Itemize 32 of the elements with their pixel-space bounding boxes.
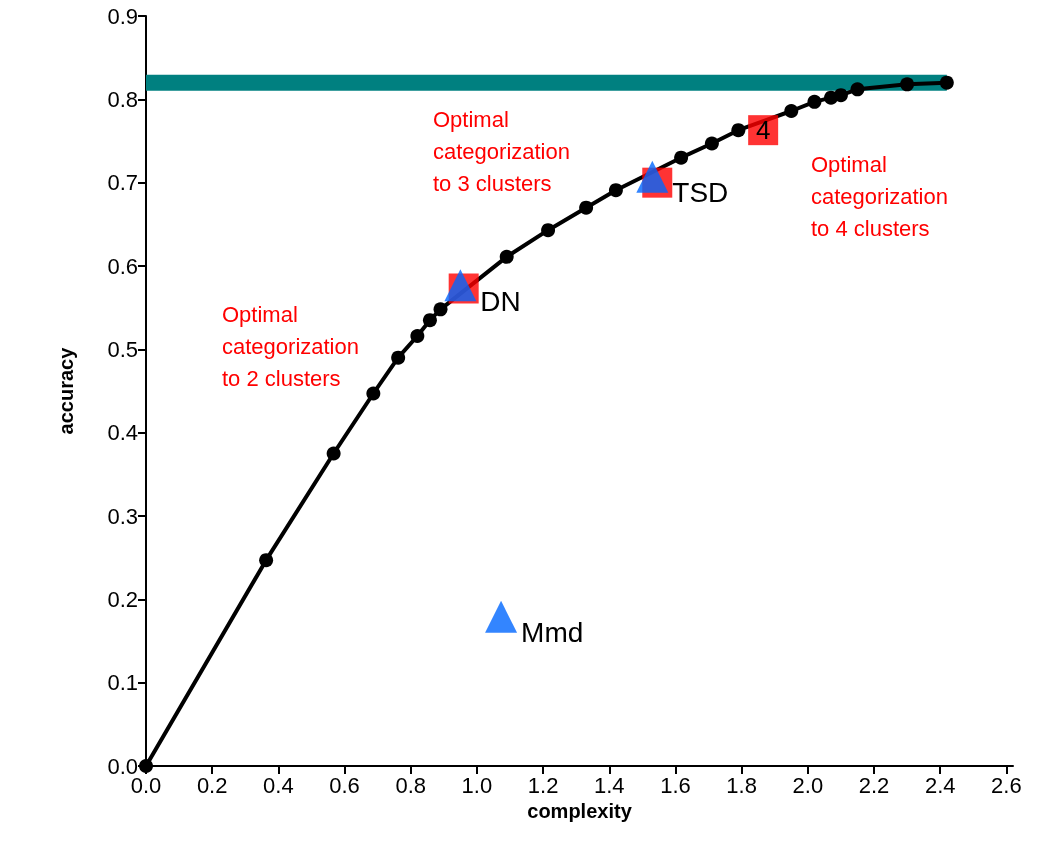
x-tick-label: 1.8 xyxy=(726,772,757,798)
x-tick-label: 1.0 xyxy=(461,772,493,798)
x-tick-label: 0.8 xyxy=(395,772,427,798)
annotation: Optimal categorization to 3 clusters xyxy=(433,106,570,196)
x-tick-label: 0.4 xyxy=(263,772,294,798)
x-axis-title: complexity xyxy=(527,799,633,822)
annotation: Optimal categorization to 4 clusters xyxy=(811,151,948,241)
annotation: 4 xyxy=(755,115,771,146)
y-tick-label: 0.5 xyxy=(107,336,138,362)
y-tick-label: 0.7 xyxy=(107,170,138,196)
x-tick-label: 2.6 xyxy=(991,772,1022,798)
x-tick-label: 2.2 xyxy=(858,772,890,798)
y-tick-label: 0.0 xyxy=(107,753,138,779)
y-tick-label: 0.4 xyxy=(107,420,138,446)
x-tick-label: 1.4 xyxy=(593,772,625,798)
y-tick-label: 0.2 xyxy=(107,586,138,612)
y-tick-label: 0.3 xyxy=(107,503,138,529)
annotation: DN xyxy=(480,285,521,317)
x-tick-label: 1.6 xyxy=(660,772,691,798)
x-tick-label: 2.0 xyxy=(792,772,824,798)
y-tick-label: 0.8 xyxy=(107,86,138,112)
annotation: Mmd xyxy=(521,617,584,649)
annotation: Optimal categorization to 2 clusters xyxy=(222,301,359,391)
x-tick-label: 1.2 xyxy=(527,772,559,798)
x-tick-label: 0.6 xyxy=(329,772,360,798)
annotation: TSD xyxy=(672,177,729,209)
x-tick-label: 2.4 xyxy=(924,772,956,798)
y-tick-label: 0.1 xyxy=(107,670,138,696)
y-tick-label: 0.6 xyxy=(107,253,138,279)
x-tick-label: 0.2 xyxy=(196,772,228,798)
y-tick-label: 0.9 xyxy=(107,3,138,29)
y-axis-title: accuracy xyxy=(55,346,77,435)
